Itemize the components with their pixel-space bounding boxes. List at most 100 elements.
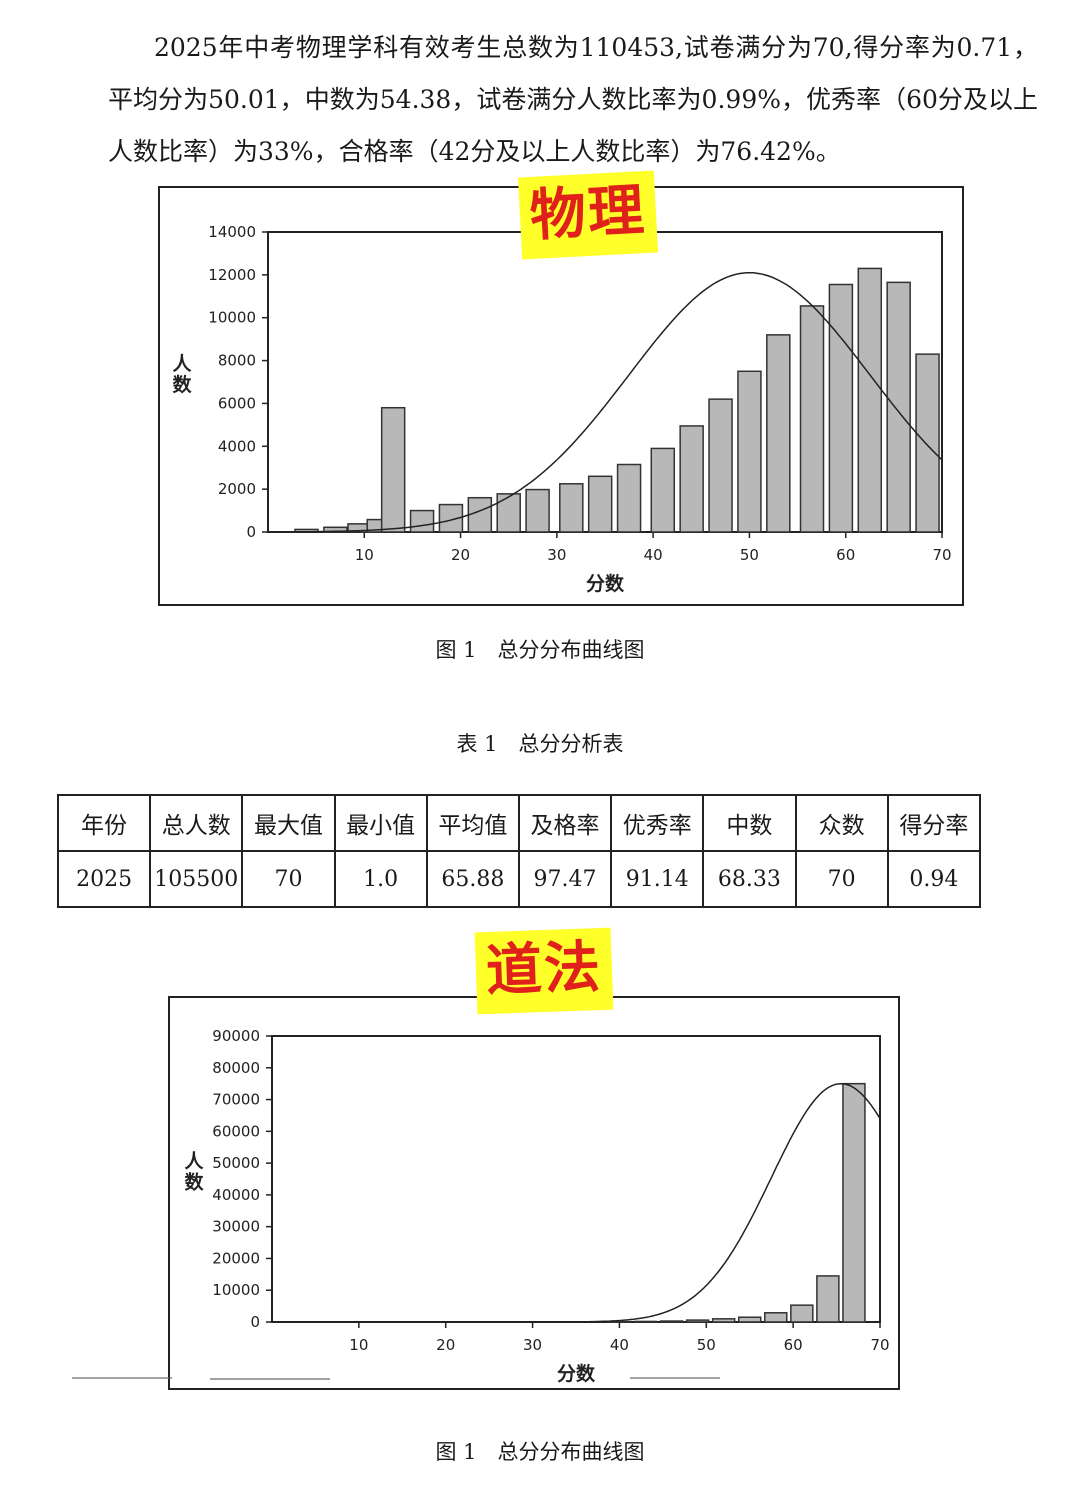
x-tick-label: 60 — [836, 546, 855, 564]
cell-mean: 65.88 — [425, 850, 520, 908]
y-tick-label: 70000 — [212, 1091, 260, 1109]
cell-excellent-rate: 91.14 — [610, 850, 705, 908]
header-excellent-rate: 优秀率 — [610, 794, 705, 852]
histogram-bar — [616, 463, 642, 533]
civics-tag: 道法 — [476, 929, 612, 1013]
cell-score-rate: 0.94 — [886, 850, 982, 908]
table-row: 2025 105500 70 1.0 65.88 97.47 91.14 68.… — [56, 850, 982, 908]
y-axis-label: 人数 — [184, 1151, 204, 1194]
histogram-bar — [790, 1304, 814, 1323]
x-tick-label: 30 — [523, 1336, 542, 1354]
histogram-bar — [708, 398, 733, 533]
scan-artifact-line — [72, 1377, 172, 1379]
x-tick-label: 60 — [784, 1336, 803, 1354]
histogram-bar — [737, 370, 762, 533]
y-tick-label: 20000 — [212, 1249, 260, 1267]
histogram-bar — [607, 1320, 632, 1323]
physics-tag: 物理 — [520, 172, 656, 258]
header-mean: 平均值 — [425, 794, 520, 852]
y-axis-label: 人数 — [172, 353, 192, 396]
y-tick-label: 6000 — [218, 394, 256, 412]
histogram-bar — [650, 447, 676, 533]
histogram-bar — [857, 267, 883, 533]
histogram-bar — [685, 1319, 710, 1323]
histogram-bar — [559, 483, 584, 533]
histogram-bar — [467, 496, 493, 533]
histogram-bar — [737, 1316, 762, 1323]
civics-chart-frame: 0 10000 20000 30000 40000 50000 60000 70000 8000… — [168, 996, 900, 1390]
x-tick-label: 10 — [349, 1336, 368, 1354]
histogram-bar — [842, 1082, 866, 1323]
x-tick-label: 10 — [355, 546, 374, 564]
x-tick-label: 30 — [547, 546, 566, 564]
normal-curve — [268, 271, 943, 533]
y-tick-label: 12000 — [208, 266, 256, 284]
x-axis-label: 分数 — [586, 572, 625, 595]
x-tick-label: 50 — [740, 546, 759, 564]
y-tick-label: 2000 — [218, 480, 256, 498]
header-mode: 众数 — [794, 794, 889, 852]
histogram-bar — [816, 1275, 840, 1323]
plot-area — [271, 1035, 881, 1323]
histogram-bar — [587, 475, 613, 533]
histogram-bar — [633, 1320, 658, 1323]
intro-text: 2025年中考物理学科有效考生总数为110453,试卷满分为70,得分率为0.7… — [108, 33, 1038, 166]
y-tick-label: 80000 — [212, 1059, 260, 1077]
x-tick-label: 70 — [932, 546, 951, 564]
histogram-bar — [711, 1318, 736, 1323]
table-header-row: 年份 总人数 最大值 最小值 平均值 及格率 优秀率 中数 众数 得分率 — [56, 794, 982, 852]
histogram-bar — [799, 305, 825, 533]
table-title: 表 1 总分分析表 — [456, 732, 624, 756]
histogram-bar — [886, 281, 911, 533]
header-max: 最大值 — [241, 794, 336, 852]
y-tick-label: 90000 — [212, 1027, 260, 1045]
histogram-bar — [438, 503, 464, 533]
x-tick-label: 50 — [697, 1336, 716, 1354]
histogram-bar — [764, 1312, 788, 1323]
cell-total: 105500 — [149, 850, 244, 908]
header-pass-rate: 及格率 — [517, 794, 613, 852]
civics-chart: 0 10000 20000 30000 40000 50000 60000 70000 8000… — [184, 1027, 889, 1385]
histogram-bar — [409, 509, 435, 533]
y-tick-label: 0 — [246, 523, 256, 541]
cell-pass-rate: 97.47 — [517, 850, 613, 908]
y-tick-label: 30000 — [212, 1218, 260, 1236]
x-tick-label: 70 — [870, 1336, 889, 1354]
header-total: 总人数 — [149, 794, 244, 852]
histogram-bar — [659, 1320, 684, 1323]
y-tick-label: 0 — [250, 1313, 260, 1331]
header-score-rate: 得分率 — [886, 794, 982, 852]
y-tick-label: 14000 — [208, 223, 256, 241]
y-tick-label: 4000 — [218, 437, 256, 455]
histogram-bar — [828, 283, 854, 533]
y-tick-label: 10000 — [208, 309, 256, 327]
normal-curve — [272, 1082, 881, 1323]
y-tick-label: 10000 — [212, 1281, 260, 1299]
scan-artifact-line — [630, 1377, 720, 1379]
x-tick-label: 40 — [644, 546, 663, 564]
civics-figure-caption: 图 1 总分分布曲线图 — [435, 1440, 645, 1464]
physics-chart-frame: 0 2000 4000 6000 8000 10000 12000 14000 10 20 30 40… — [158, 186, 964, 606]
histogram-bar — [380, 406, 406, 533]
physics-figure-caption: 图 1 总分分布曲线图 — [435, 638, 645, 662]
cell-max: 70 — [241, 850, 336, 908]
cell-min: 1.0 — [333, 850, 428, 908]
x-tick-label: 40 — [610, 1336, 629, 1354]
intro-paragraph: 2025年中考物理学科有效考生总数为110453,试卷满分为70,得分率为0.7… — [108, 22, 1038, 178]
histogram-bar — [679, 425, 704, 533]
header-min: 最小值 — [333, 794, 428, 852]
cell-year: 2025 — [56, 850, 152, 908]
cell-mode: 70 — [794, 850, 889, 908]
y-tick-label: 50000 — [212, 1154, 260, 1172]
header-median: 中数 — [702, 794, 797, 852]
histogram-bar — [496, 493, 521, 533]
x-axis-label: 分数 — [557, 1362, 596, 1385]
y-tick-label: 40000 — [212, 1186, 260, 1204]
x-tick-label: 20 — [451, 546, 470, 564]
scan-artifact-line — [210, 1378, 330, 1380]
histogram-bar — [766, 334, 791, 533]
y-tick-label: 8000 — [218, 352, 256, 370]
histogram-bar — [525, 488, 550, 533]
x-tick-label: 20 — [436, 1336, 455, 1354]
cell-median: 68.33 — [702, 850, 797, 908]
